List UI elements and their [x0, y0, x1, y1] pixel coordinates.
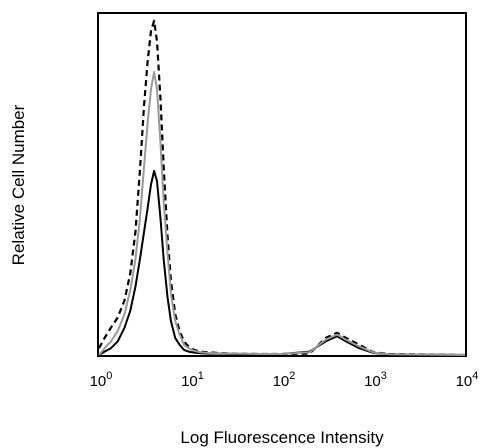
- x-tick-label-4: 104: [456, 370, 479, 390]
- y-axis-label: Relative Cell Number: [9, 104, 28, 265]
- series-layer: [98, 19, 466, 357]
- plot-frame: [97, 12, 467, 357]
- series-line-solid-1: [98, 169, 466, 356]
- series-line-solid-2: [98, 71, 466, 356]
- x-tick-label-1: 101: [181, 370, 204, 390]
- x-axis-label: Log Fluorescence Intensity: [180, 428, 384, 447]
- x-tick-label-2: 102: [273, 370, 296, 390]
- series-line-dashed-0: [98, 19, 466, 357]
- x-tick-layer: 100 101 102 103 104: [90, 370, 479, 390]
- x-tick-label-3: 103: [364, 370, 387, 390]
- x-tick-label-0: 100: [90, 370, 113, 390]
